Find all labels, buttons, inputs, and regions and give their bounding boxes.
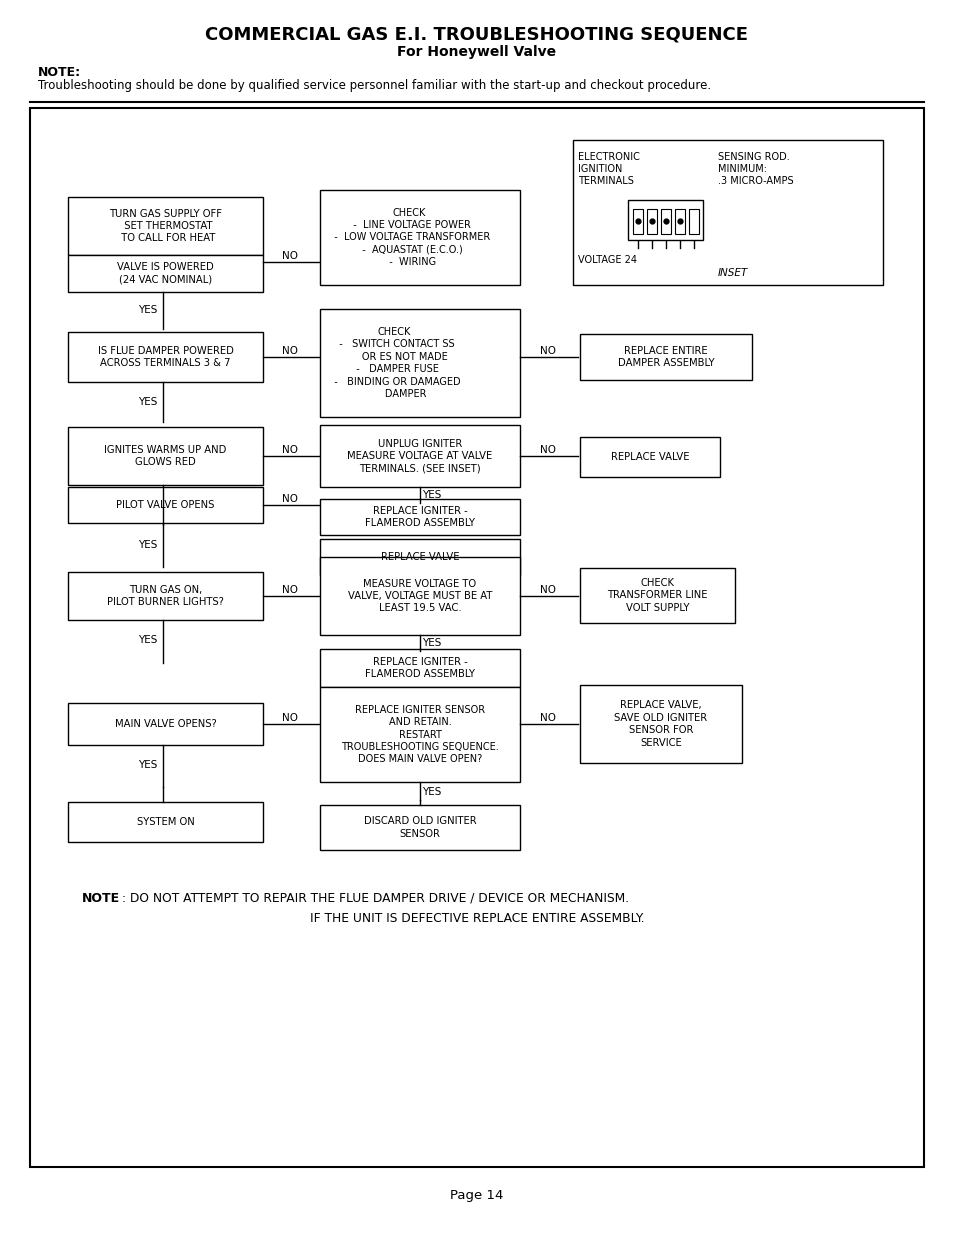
Text: YES: YES [422, 490, 441, 500]
Bar [68, 703, 263, 745]
Text: REPLACE IGNITER SENSOR
AND RETAIN.
RESTART
TROUBLESHOOTING SEQUENCE.
DOES MAIN V: REPLACE IGNITER SENSOR AND RETAIN. RESTA… [341, 705, 498, 764]
Text: : DO NOT ATTEMPT TO REPAIR THE FLUE DAMPER DRIVE / DEVICE OR MECHANISM.: : DO NOT ATTEMPT TO REPAIR THE FLUE DAMP… [122, 892, 628, 904]
Bar [579, 685, 741, 763]
Bar [319, 805, 519, 850]
Text: IF THE UNIT IS DEFECTIVE REPLACE ENTIRE ASSEMBLY.: IF THE UNIT IS DEFECTIVE REPLACE ENTIRE … [310, 911, 643, 925]
Text: VOLTAGE 24: VOLTAGE 24 [578, 254, 637, 266]
Text: NO: NO [282, 713, 297, 722]
Text: SENSING ROD.: SENSING ROD. [718, 152, 789, 162]
Text: IGNITION: IGNITION [578, 164, 621, 174]
Text: NOTE: NOTE [82, 892, 120, 904]
Bar [319, 190, 519, 285]
Text: MINIMUM:: MINIMUM: [718, 164, 766, 174]
Text: IGNITES WARMS UP AND
GLOWS RED: IGNITES WARMS UP AND GLOWS RED [104, 445, 227, 467]
Text: UNPLUG IGNITER
MEASURE VOLTAGE AT VALVE
TERMINALS. (SEE INSET): UNPLUG IGNITER MEASURE VOLTAGE AT VALVE … [347, 438, 492, 473]
Bar [573, 140, 882, 285]
Text: NO: NO [539, 585, 556, 595]
Text: YES: YES [138, 635, 157, 645]
Text: CHECK
  -   SWITCH CONTACT SS
       OR ES NOT MADE
  -   DAMPER FUSE
  -   BIND: CHECK - SWITCH CONTACT SS OR ES NOT MADE… [328, 327, 460, 399]
Text: MAIN VALVE OPENS?: MAIN VALVE OPENS? [114, 719, 216, 729]
Bar [579, 437, 720, 477]
Bar [68, 802, 263, 842]
Bar [319, 425, 519, 487]
Text: NO: NO [282, 445, 297, 454]
Bar [68, 198, 263, 254]
Bar [68, 254, 263, 291]
Text: TURN GAS ON,
PILOT BURNER LIGHTS?: TURN GAS ON, PILOT BURNER LIGHTS? [107, 585, 224, 608]
Text: DISCARD OLD IGNITER
SENSOR: DISCARD OLD IGNITER SENSOR [363, 816, 476, 839]
Text: TERMINALS: TERMINALS [578, 177, 633, 186]
Text: TURN GAS SUPPLY OFF
  SET THERMOSTAT
  TO CALL FOR HEAT: TURN GAS SUPPLY OFF SET THERMOSTAT TO CA… [109, 209, 222, 243]
Bar [319, 309, 519, 417]
Text: Page 14: Page 14 [450, 1188, 503, 1202]
Bar [68, 572, 263, 620]
Bar [675, 209, 684, 233]
Text: REPLACE ENTIRE
DAMPER ASSEMBLY: REPLACE ENTIRE DAMPER ASSEMBLY [617, 346, 714, 368]
Bar [627, 200, 702, 240]
Text: NO: NO [539, 346, 556, 356]
Text: YES: YES [138, 760, 157, 769]
Bar [660, 209, 670, 233]
Text: For Honeywell Valve: For Honeywell Valve [397, 44, 556, 59]
Bar [579, 568, 734, 622]
Bar [319, 557, 519, 635]
Text: PILOT VALVE OPENS: PILOT VALVE OPENS [116, 500, 214, 510]
Text: CHECK
TRANSFORMER LINE
VOLT SUPPLY: CHECK TRANSFORMER LINE VOLT SUPPLY [607, 578, 707, 613]
Bar [30, 107, 923, 1167]
Text: SYSTEM ON: SYSTEM ON [136, 818, 194, 827]
Bar [68, 427, 263, 485]
Text: YES: YES [422, 638, 441, 648]
Bar [646, 209, 657, 233]
Text: MEASURE VOLTAGE TO
VALVE, VOLTAGE MUST BE AT
LEAST 19.5 VAC.: MEASURE VOLTAGE TO VALVE, VOLTAGE MUST B… [348, 579, 492, 614]
Bar [319, 538, 519, 576]
Text: YES: YES [138, 305, 157, 315]
Text: Troubleshooting should be done by qualified service personnel familiar with the : Troubleshooting should be done by qualif… [38, 79, 710, 91]
Text: .3 MICRO-AMPS: .3 MICRO-AMPS [718, 177, 793, 186]
Text: REPLACE VALVE,
SAVE OLD IGNITER
SENSOR FOR
SERVICE: REPLACE VALVE, SAVE OLD IGNITER SENSOR F… [614, 700, 707, 747]
Text: NO: NO [539, 445, 556, 454]
Bar [688, 209, 699, 233]
Text: NO: NO [282, 585, 297, 595]
Text: NO: NO [282, 251, 297, 261]
Text: REPLACE VALVE: REPLACE VALVE [610, 452, 688, 462]
Bar [319, 650, 519, 687]
Bar [68, 487, 263, 522]
Text: YES: YES [422, 787, 441, 797]
Bar [68, 332, 263, 382]
Bar [319, 499, 519, 535]
Text: NOTE:: NOTE: [38, 65, 81, 79]
Text: CHECK
  -  LINE VOLTAGE POWER
  -  LOW VOLTAGE TRANSFORMER
  -  AQUASTAT (E.C.O.: CHECK - LINE VOLTAGE POWER - LOW VOLTAGE… [328, 207, 490, 267]
Text: NO: NO [282, 346, 297, 356]
Text: VALVE IS POWERED
(24 VAC NOMINAL): VALVE IS POWERED (24 VAC NOMINAL) [117, 262, 213, 285]
Text: NO: NO [282, 494, 297, 504]
Text: INSET: INSET [717, 268, 747, 278]
Bar [579, 333, 751, 380]
Text: YES: YES [138, 396, 157, 408]
Text: REPLACE VALVE: REPLACE VALVE [380, 552, 458, 562]
Text: IS FLUE DAMPER POWERED
ACROSS TERMINALS 3 & 7: IS FLUE DAMPER POWERED ACROSS TERMINALS … [97, 346, 233, 368]
Text: REPLACE IGNITER -
FLAMEROD ASSEMBLY: REPLACE IGNITER - FLAMEROD ASSEMBLY [365, 657, 475, 679]
Text: ELECTRONIC: ELECTRONIC [578, 152, 639, 162]
Text: COMMERCIAL GAS E.I. TROUBLESHOOTING SEQUENCE: COMMERCIAL GAS E.I. TROUBLESHOOTING SEQU… [205, 26, 748, 44]
Bar [319, 687, 519, 782]
Text: REPLACE IGNITER -
FLAMEROD ASSEMBLY: REPLACE IGNITER - FLAMEROD ASSEMBLY [365, 506, 475, 529]
Text: YES: YES [138, 540, 157, 550]
Text: NO: NO [539, 713, 556, 722]
Bar [633, 209, 642, 233]
